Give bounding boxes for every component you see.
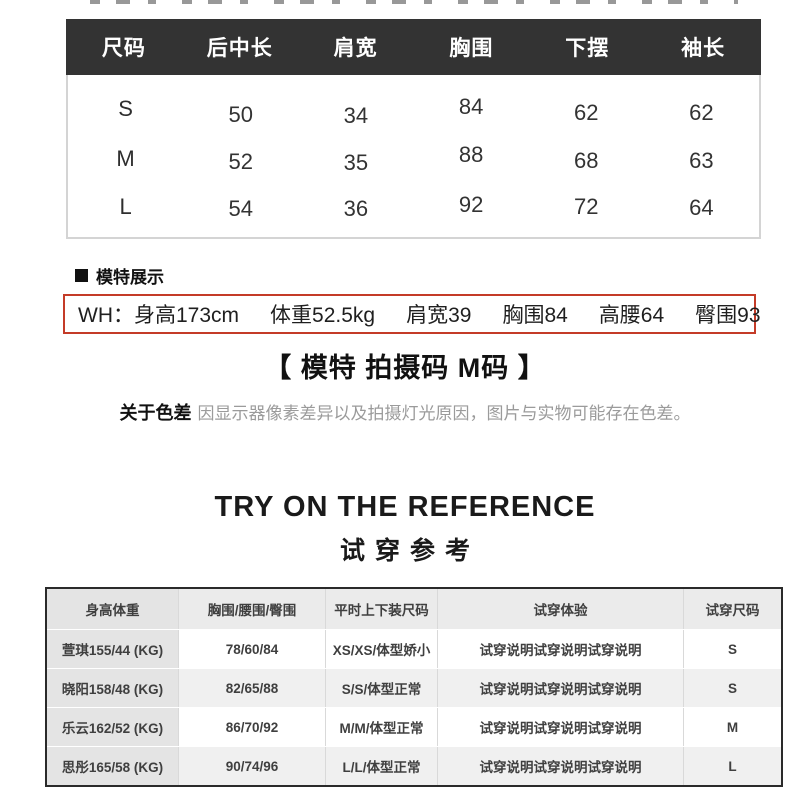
- size-row-l: L 54 36 92 72 64: [68, 185, 759, 232]
- size-col-header: 尺码: [101, 37, 146, 60]
- try-cell: XS/XS/体型娇小: [325, 630, 437, 668]
- size-cell: 84: [458, 93, 484, 119]
- size-col-header: 下摆: [565, 37, 610, 60]
- model-stat: 臀围93: [695, 304, 761, 327]
- model-stat: 胸围84: [502, 304, 568, 327]
- size-cell: 34: [343, 102, 369, 128]
- model-stats-box: WH：身高173cm 体重52.5kg 肩宽39 胸围84 高腰64 臀围93: [63, 294, 761, 334]
- try-cell: 82/65/88: [178, 669, 325, 707]
- try-on-row: 思彤165/58 (KG) 90/74/96 L/L/体型正常 试穿说明试穿说明…: [47, 746, 781, 785]
- size-row-m: M 52 35 88 68 63: [68, 138, 759, 185]
- try-cell: 试穿说明试穿说明试穿说明: [437, 669, 683, 707]
- try-on-row: 萱琪155/44 (KG) 78/60/84 XS/XS/体型娇小 试穿说明试穿…: [47, 629, 781, 668]
- size-cell: S: [118, 95, 133, 121]
- try-cell: 试穿说明试穿说明试穿说明: [437, 708, 683, 746]
- try-col-header: 平时上下装尺码: [325, 589, 437, 629]
- try-col-header: 试穿尺码: [683, 589, 781, 629]
- try-cell: 试穿说明试穿说明试穿说明: [437, 630, 683, 668]
- size-cell: 62: [574, 99, 599, 125]
- size-cell: L: [119, 193, 132, 219]
- model-display-heading: 模特展示: [75, 263, 164, 288]
- model-stat: 体重52.5kg: [270, 304, 376, 327]
- try-cell: 86/70/92: [178, 708, 325, 746]
- try-cell: L: [683, 747, 781, 785]
- try-cell: 萱琪155/44 (KG): [47, 630, 178, 668]
- color-difference-note: 关于色差 因显示器像素差异以及拍摄灯光原因，图片与实物可能存在色差。: [0, 399, 810, 425]
- model-shoot-size-heading: 【 模特 拍摄码 M码 】: [264, 353, 546, 383]
- try-on-title-en: TRY ON THE REFERENCE: [214, 491, 596, 523]
- try-cell: 思彤165/58 (KG): [47, 747, 178, 785]
- size-table-header: 尺码 后中长 肩宽 胸围 下摆 袖长: [66, 19, 761, 75]
- size-col-header: 胸围: [449, 37, 494, 60]
- size-col-header: 肩宽: [333, 37, 378, 60]
- size-col-header: 袖长: [681, 37, 726, 60]
- size-cell: 52: [228, 148, 253, 174]
- try-cell: 晓阳158/48 (KG): [47, 669, 178, 707]
- try-cell: 90/74/96: [178, 747, 325, 785]
- try-col-header: 试穿体验: [437, 589, 683, 629]
- size-cell: 62: [689, 99, 714, 125]
- try-cell: S: [683, 669, 781, 707]
- try-on-title-zh: 试穿参考: [339, 537, 480, 565]
- size-cell: 68: [574, 147, 599, 173]
- try-cell: L/L/体型正常: [325, 747, 437, 785]
- color-note-text: 因显示器像素差异以及拍摄灯光原因，图片与实物可能存在色差。: [197, 404, 691, 423]
- square-bullet-icon: [75, 269, 88, 282]
- try-cell: M/M/体型正常: [325, 708, 437, 746]
- size-table: 尺码 后中长 肩宽 胸围 下摆 袖长 S 50 34 84 62 62 M 52…: [66, 19, 761, 239]
- try-cell: 乐云162/52 (KG): [47, 708, 178, 746]
- try-cell: S/S/体型正常: [325, 669, 437, 707]
- size-row-s: S 50 34 84 62 62: [68, 91, 759, 138]
- try-on-header-row: 身高体重 胸围/腰围/臀围 平时上下装尺码 试穿体验 试穿尺码: [47, 589, 781, 629]
- size-cell: 54: [228, 195, 253, 221]
- size-cell: 50: [228, 101, 253, 127]
- size-table-body: S 50 34 84 62 62 M 52 35 88 68 63 L 54 3…: [66, 75, 761, 239]
- size-cell: 92: [458, 191, 484, 217]
- try-col-header: 身高体重: [47, 589, 178, 629]
- model-display-label: 模特展示: [96, 268, 164, 287]
- size-cell: M: [116, 145, 135, 171]
- size-cell: 35: [343, 149, 369, 175]
- try-cell: 试穿说明试穿说明试穿说明: [437, 747, 683, 785]
- try-on-table: 身高体重 胸围/腰围/臀围 平时上下装尺码 试穿体验 试穿尺码 萱琪155/44…: [45, 587, 783, 787]
- try-on-row: 乐云162/52 (KG) 86/70/92 M/M/体型正常 试穿说明试穿说明…: [47, 707, 781, 746]
- model-stat: 高腰64: [598, 304, 665, 327]
- size-cell: 72: [574, 193, 599, 219]
- try-cell: S: [683, 630, 781, 668]
- size-cell: 63: [689, 147, 714, 173]
- try-col-header: 胸围/腰围/臀围: [178, 589, 325, 629]
- size-cell: 64: [689, 194, 714, 220]
- try-cell: M: [683, 708, 781, 746]
- size-cell: 36: [343, 195, 369, 221]
- model-stat: 肩宽39: [406, 304, 472, 327]
- size-cell: 88: [458, 141, 484, 167]
- clipped-text-top: [90, 0, 738, 4]
- model-stat: WH：身高173cm: [78, 304, 240, 327]
- size-col-header: 后中长: [206, 37, 273, 60]
- try-on-row: 晓阳158/48 (KG) 82/65/88 S/S/体型正常 试穿说明试穿说明…: [47, 668, 781, 707]
- try-cell: 78/60/84: [178, 630, 325, 668]
- color-note-title: 关于色差: [119, 403, 192, 423]
